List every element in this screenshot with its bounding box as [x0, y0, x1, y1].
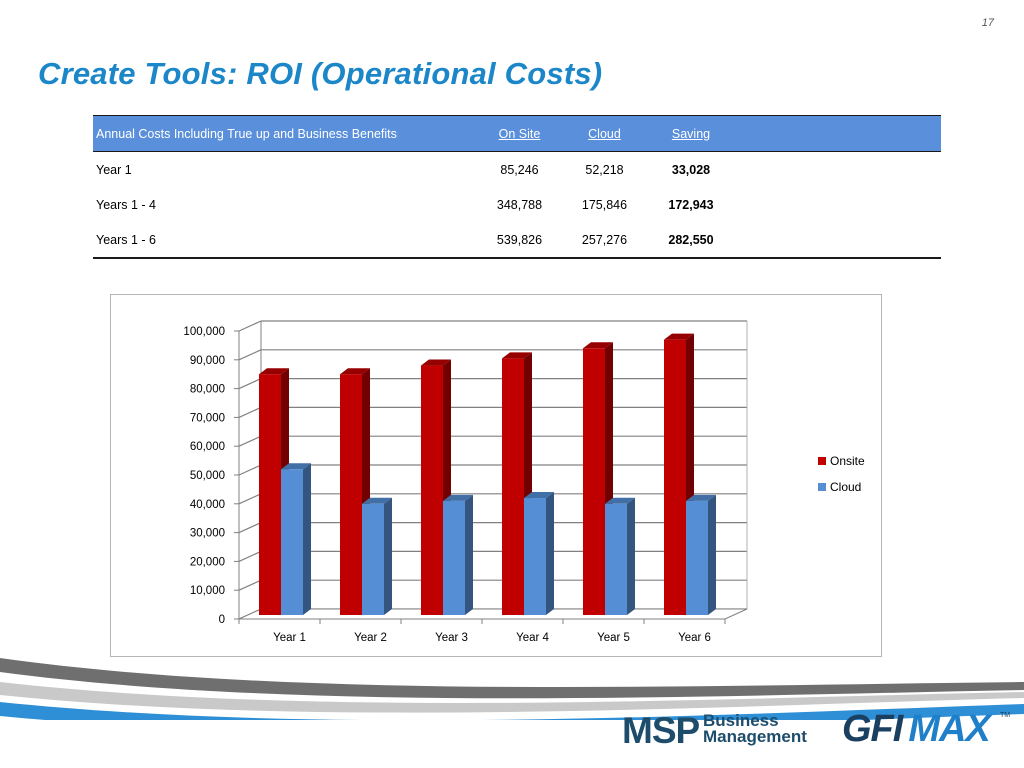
max-logo-text: MAX — [908, 708, 990, 750]
onsite-cell: 348,788 — [496, 197, 543, 212]
x-tick-label: Year 1 — [273, 632, 306, 644]
saving-cell: 33,028 — [671, 162, 711, 177]
x-tick-label: Year 2 — [354, 632, 387, 644]
bar-onsite-year-1 — [259, 374, 281, 615]
trademark-mark: TM — [1000, 712, 1011, 719]
legend-swatch-onsite — [818, 457, 826, 465]
header-spacer — [719, 115, 941, 152]
bar-top — [421, 359, 451, 366]
header-annual-costs: Annual Costs Including True up and Busin… — [93, 115, 493, 152]
bar-top — [281, 463, 311, 470]
bar-top — [362, 497, 392, 504]
y-tick-label: 10,000 — [190, 585, 225, 597]
chart-container: 0 10,000 20,000 30,000 40,000 50,000 60,000 70,… — [110, 294, 882, 657]
gridline-side — [238, 464, 262, 476]
header-saving[interactable]: Saving — [663, 115, 719, 152]
header-cloud[interactable]: Cloud — [546, 115, 663, 152]
row-label: Year 1 — [96, 162, 132, 177]
y-tick-label: 60,000 — [190, 441, 225, 453]
gridline-side — [238, 522, 262, 534]
x-tick-label: Year 4 — [516, 632, 549, 644]
legend-swatch-cloud — [818, 483, 826, 491]
bar-side — [546, 492, 554, 615]
legend-label-onsite: Onsite — [830, 454, 865, 468]
y-tick-label: 0 — [219, 614, 225, 626]
page-number: 17 — [981, 17, 994, 29]
row-label: Years 1 - 4 — [96, 197, 156, 212]
y-tick-label: 40,000 — [190, 499, 225, 511]
gridline-side — [238, 435, 262, 447]
table-row: Years 1 - 6 539,826 257,276 282,550 — [93, 222, 941, 259]
bar-top — [443, 494, 473, 501]
bar-side — [303, 463, 311, 615]
bar-cloud-year-3 — [443, 500, 465, 615]
table-row: Year 1 85,246 52,218 33,028 — [93, 152, 941, 188]
saving-cell: 172,943 — [668, 197, 714, 212]
gfi-logo-text: GFI — [842, 708, 903, 750]
onsite-cell: 539,826 — [493, 222, 546, 259]
bar-cloud-year-5 — [605, 503, 627, 615]
bar-top — [259, 368, 289, 375]
onsite-cell: 85,246 — [500, 162, 539, 177]
slide-title: Create Tools: ROI (Operational Costs) — [38, 56, 603, 91]
bar-top — [605, 497, 635, 504]
spacer-cell — [719, 187, 941, 222]
x-tick-label: Year 3 — [435, 632, 468, 644]
gridline-side — [238, 378, 262, 390]
gridline-side — [238, 493, 262, 505]
bar-side — [465, 494, 473, 615]
table-header-row: Annual Costs Including True up and Busin… — [93, 115, 941, 152]
business-management-logo-text: Business Management — [703, 711, 807, 746]
bar-top — [686, 494, 716, 501]
bar-chart: 0 10,000 20,000 30,000 40,000 50,000 60,000 70,… — [183, 320, 865, 644]
y-tick-label: 30,000 — [190, 528, 225, 540]
bar-side — [384, 497, 392, 615]
y-tick-label: 50,000 — [190, 470, 225, 482]
bar-top — [524, 492, 554, 499]
row-label: Years 1 - 6 — [93, 222, 493, 259]
bar-top — [664, 333, 694, 340]
bar-side — [627, 497, 635, 615]
header-on-site[interactable]: On Site — [493, 115, 546, 152]
bar-onsite-year-3 — [421, 365, 443, 615]
bar-cloud-year-1 — [281, 469, 303, 615]
spacer-cell — [719, 152, 941, 188]
bar-onsite-year-4 — [502, 358, 524, 615]
y-tick-label: 20,000 — [190, 556, 225, 568]
x-tick-label: Year 6 — [678, 632, 711, 644]
y-tick-label: 100,000 — [183, 326, 225, 338]
y-tick-label: 70,000 — [190, 412, 225, 424]
bar-top — [340, 368, 370, 375]
bar-cloud-year-4 — [524, 498, 546, 615]
bar-side — [708, 494, 716, 615]
saving-cell: 282,550 — [663, 222, 719, 259]
roi-table: Annual Costs Including True up and Busin… — [93, 115, 941, 259]
x-tick-label: Year 5 — [597, 632, 630, 644]
bar-onsite-year-6 — [664, 339, 686, 615]
spacer-cell — [719, 222, 941, 259]
logo-line-business: Business — [703, 711, 779, 730]
bar-top — [583, 342, 613, 349]
cloud-cell: 257,276 — [546, 222, 663, 259]
gfi-max-logo: GFI MAX — [842, 708, 991, 750]
bar-top — [502, 352, 532, 359]
gridline-side — [238, 320, 262, 332]
gridline-side — [238, 550, 262, 562]
footer-wave-decoration — [0, 658, 1024, 720]
gridline-side — [238, 579, 262, 591]
bar-cloud-year-6 — [686, 500, 708, 615]
bar-cloud-year-2 — [362, 503, 384, 615]
msp-logo: MSP — [622, 710, 700, 751]
logo-line-management: Management — [703, 727, 807, 746]
gridline-side — [238, 349, 262, 361]
cloud-cell: 52,218 — [585, 162, 624, 177]
y-tick-label: 90,000 — [190, 355, 225, 367]
legend-label-cloud: Cloud — [830, 480, 861, 494]
bar-onsite-year-5 — [583, 348, 605, 615]
gridline-side — [238, 406, 262, 418]
cloud-cell: 175,846 — [581, 197, 628, 212]
y-tick-label: 80,000 — [190, 384, 225, 396]
table-row: Years 1 - 4 348,788 175,846 172,943 — [93, 187, 941, 222]
bar-onsite-year-2 — [340, 374, 362, 615]
